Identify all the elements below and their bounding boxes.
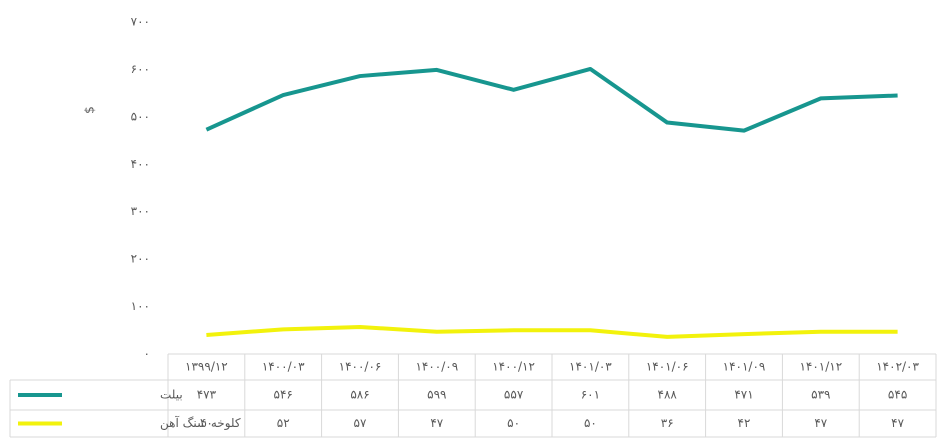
x-tick-label: ۱۴۰۱/۱۲ (799, 360, 842, 374)
data-label: ۶۰۱ (581, 388, 600, 402)
data-label: ۴۲ (738, 416, 751, 430)
data-label: ۵۴۵ (888, 388, 907, 402)
series-line (205, 66, 898, 133)
y-tick-label: ۵۰۰ (131, 109, 150, 123)
data-label: ۵۷ (354, 416, 367, 430)
data-label: ۵۹۹ (427, 388, 446, 402)
data-label: ۴۷ (430, 416, 443, 430)
data-label: ۵۲ (277, 416, 290, 430)
y-tick-label: ۷۰۰ (131, 15, 150, 29)
x-tick-label: ۱۳۹۹/۱۲ (185, 360, 228, 374)
data-label: ۵۳۹ (811, 388, 830, 402)
y-tick-label: ۳۰۰ (131, 204, 150, 218)
y-axis-label: $ (83, 106, 97, 114)
data-label: ۵۵۷ (504, 388, 524, 402)
legend-label: کلوخه سنگ آهن (160, 415, 241, 431)
y-tick-label: ۲۰۰ (131, 252, 150, 266)
data-label: ۵۰ (507, 416, 520, 430)
x-tick-label: ۱۴۰۱/۰۶ (646, 360, 689, 374)
data-label: ۴۷۳ (197, 388, 217, 402)
x-tick-label: ۱۴۰۲/۰۳ (876, 360, 919, 374)
x-tick-label: ۱۴۰۰/۰۹ (415, 360, 458, 374)
data-label: ۴۷۱ (734, 388, 753, 402)
x-tick-label: ۱۴۰۰/۰۳ (262, 360, 305, 374)
y-tick-label: ۶۰۰ (131, 62, 150, 76)
data-label: ۵۰ (584, 416, 597, 430)
x-tick-label: ۱۴۰۱/۰۳ (569, 360, 612, 374)
y-tick-label: ۴۰۰ (131, 157, 150, 171)
data-label: ۴۸۸ (658, 388, 678, 402)
y-tick-label: ۰ (144, 347, 150, 361)
x-tick-label: ۱۴۰۰/۰۶ (339, 360, 382, 374)
data-label: ۴۷ (814, 416, 827, 430)
legend-label: بیلت (160, 388, 183, 402)
data-label: ۴۰ (200, 416, 213, 430)
x-tick-label: ۱۴۰۰/۱۲ (492, 360, 535, 374)
x-tick-label: ۱۴۰۱/۰۹ (723, 360, 766, 374)
series-line (206, 324, 898, 339)
data-label: ۳۶ (661, 416, 674, 430)
data-label: ۴۷ (891, 416, 904, 430)
y-tick-label: ۱۰۰ (131, 299, 150, 313)
data-label: ۵۴۶ (274, 388, 293, 402)
data-label: ۵۸۶ (350, 388, 369, 402)
